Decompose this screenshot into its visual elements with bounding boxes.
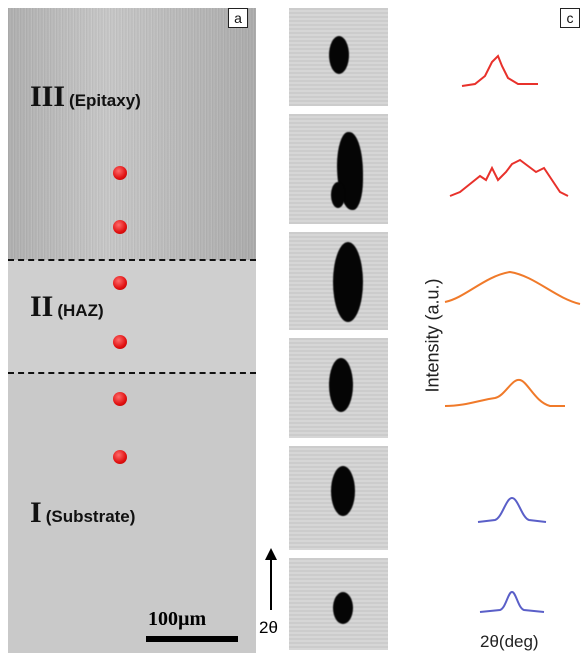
diffraction-frame <box>289 114 388 224</box>
two-theta-deg-label: 2θ(deg) <box>480 632 539 651</box>
measurement-point <box>113 166 127 180</box>
micrograph-panel: III (Epitaxy) II (HAZ) I (Substrate) <box>8 8 256 653</box>
profile-curve-1 <box>461 54 538 87</box>
profile-curve-5 <box>477 496 547 523</box>
epitaxy-region-texture <box>8 8 256 260</box>
profile-curve-4 <box>444 378 565 407</box>
diffraction-spot <box>333 592 353 624</box>
region-name: (Epitaxy) <box>69 91 141 110</box>
two-theta-label: 2θ <box>259 618 278 637</box>
diffraction-spot <box>331 466 355 516</box>
diffraction-spot <box>331 182 345 208</box>
diffraction-frame <box>289 338 388 438</box>
region-label-epitaxy: III (Epitaxy) <box>30 80 141 114</box>
diffraction-spot <box>333 242 363 322</box>
region-label-haz: II (HAZ) <box>30 290 104 324</box>
two-theta-arrow-head <box>265 548 277 560</box>
diffraction-frame <box>289 8 388 106</box>
diffraction-frame <box>289 232 388 330</box>
panel-label-c: c <box>560 8 580 28</box>
panel-label-a: a <box>228 8 248 28</box>
measurement-point <box>113 335 127 349</box>
intensity-profiles <box>444 54 581 613</box>
profile-curve-3 <box>444 270 581 305</box>
boundary-line-epitaxy-haz <box>8 259 256 261</box>
region-label-substrate: I (Substrate) <box>30 496 135 530</box>
measurement-point <box>113 392 127 406</box>
boundary-line-haz-substrate <box>8 372 256 374</box>
diffraction-frame <box>289 558 388 650</box>
region-name: (Substrate) <box>45 507 136 526</box>
profile-curve-6 <box>479 590 545 613</box>
measurement-point <box>113 450 127 464</box>
scale-bar <box>146 636 238 642</box>
epitaxy-region-shading <box>8 8 256 260</box>
scale-bar-label: 100µm <box>148 608 207 630</box>
measurement-point <box>113 276 127 290</box>
haz-region-texture <box>8 260 256 373</box>
measurement-point <box>113 220 127 234</box>
diffraction-frame <box>289 446 388 550</box>
diffraction-spot <box>329 358 353 412</box>
two-theta-arrow <box>270 558 272 610</box>
profile-curve-2 <box>449 158 569 197</box>
region-numeral: III <box>30 80 66 113</box>
diffraction-spot <box>329 36 349 74</box>
region-numeral: I <box>30 496 42 529</box>
region-name: (HAZ) <box>57 301 104 320</box>
substrate-region-texture <box>8 373 256 653</box>
region-numeral: II <box>30 290 54 323</box>
